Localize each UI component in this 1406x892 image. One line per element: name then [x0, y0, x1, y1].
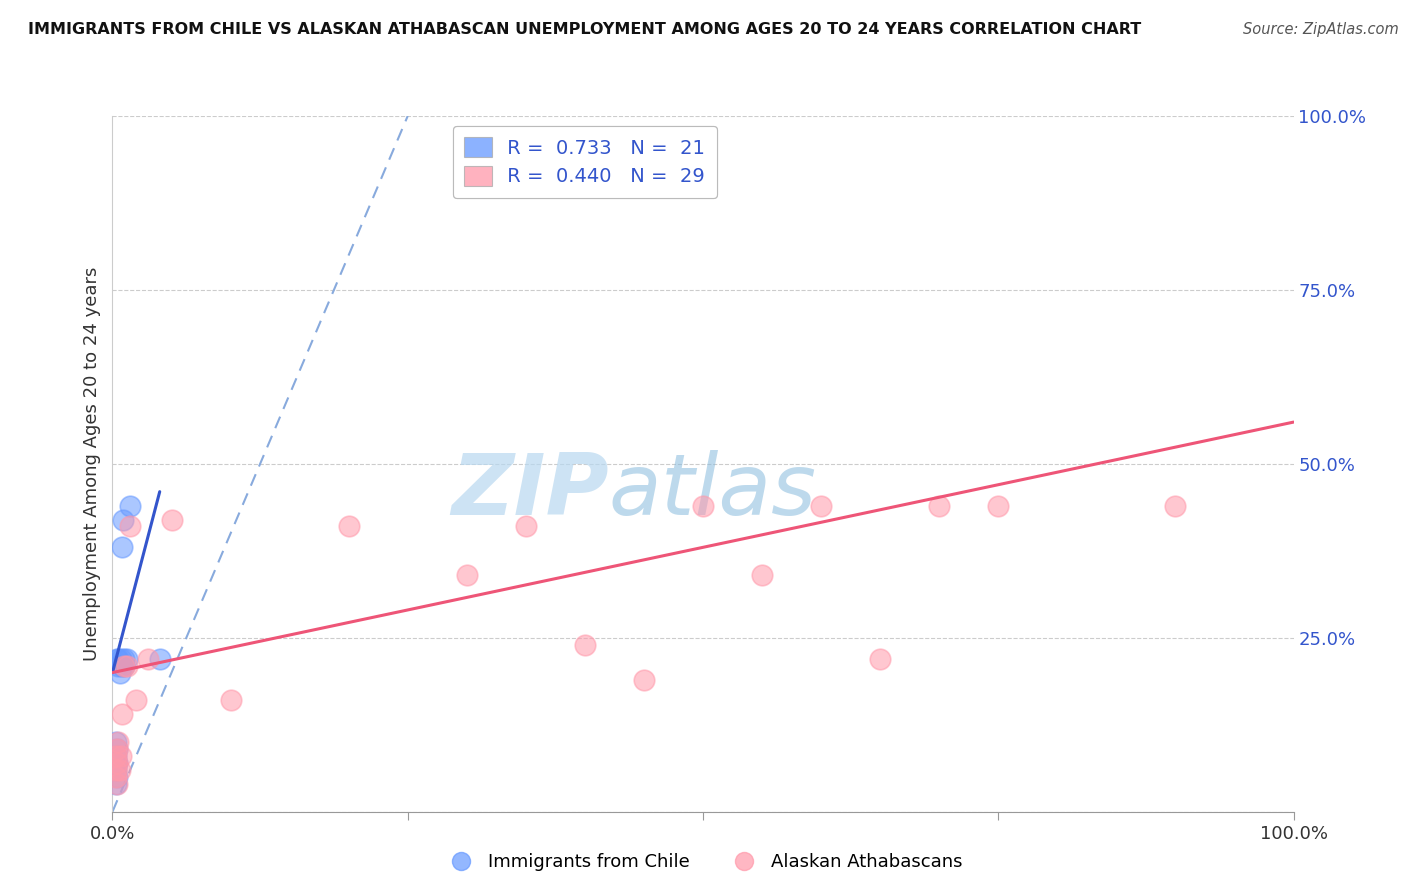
Text: atlas: atlas: [609, 450, 817, 533]
Point: [112, 512, 135, 526]
Point: [107, 658, 129, 673]
Point: [160, 512, 183, 526]
Point: [120, 499, 142, 513]
Text: IMMIGRANTS FROM CHILE VS ALASKAN ATHABASCAN UNEMPLOYMENT AMONG AGES 20 TO 24 YEA: IMMIGRANTS FROM CHILE VS ALASKAN ATHABAS…: [28, 22, 1142, 37]
Point: [125, 693, 148, 707]
Point: [987, 499, 1010, 513]
Point: [108, 665, 131, 680]
Text: ZIP: ZIP: [451, 450, 609, 533]
Point: [751, 568, 773, 582]
Point: [105, 756, 128, 770]
Point: [105, 651, 128, 665]
Point: [456, 568, 478, 582]
Point: [928, 499, 950, 513]
Point: [112, 658, 135, 673]
Point: [111, 707, 134, 722]
Point: [574, 638, 596, 652]
Point: [112, 658, 135, 673]
Legend:  R =  0.733   N =  21,  R =  0.440   N =  29: R = 0.733 N = 21, R = 0.440 N = 29: [453, 126, 717, 198]
Point: [633, 673, 655, 687]
Text: Source: ZipAtlas.com: Source: ZipAtlas.com: [1243, 22, 1399, 37]
Point: [110, 651, 132, 665]
Point: [337, 519, 360, 533]
Point: [810, 499, 832, 513]
Point: [105, 742, 128, 756]
Legend: Immigrants from Chile, Alaskan Athabascans: Immigrants from Chile, Alaskan Athabasca…: [436, 847, 970, 879]
Point: [105, 763, 128, 777]
Point: [105, 770, 128, 784]
Point: [110, 749, 132, 764]
Point: [105, 749, 128, 764]
Point: [692, 499, 714, 513]
Point: [107, 651, 129, 665]
Point: [1164, 499, 1187, 513]
Point: [105, 756, 128, 770]
Point: [108, 763, 131, 777]
Point: [105, 770, 128, 784]
Point: [111, 658, 134, 673]
Point: [149, 651, 172, 665]
Point: [111, 541, 134, 555]
Point: [105, 777, 128, 791]
Point: [219, 693, 242, 707]
Point: [105, 777, 128, 791]
Point: [105, 763, 128, 777]
Point: [107, 735, 129, 749]
Point: [869, 651, 891, 665]
Point: [115, 651, 138, 665]
Point: [112, 651, 135, 665]
Point: [120, 519, 142, 533]
Point: [105, 735, 128, 749]
Point: [105, 749, 128, 764]
Point: [136, 651, 159, 665]
Point: [105, 742, 128, 756]
Point: [515, 519, 537, 533]
Point: [105, 756, 128, 770]
Y-axis label: Unemployment Among Ages 20 to 24 years: Unemployment Among Ages 20 to 24 years: [83, 267, 101, 661]
Point: [115, 658, 138, 673]
